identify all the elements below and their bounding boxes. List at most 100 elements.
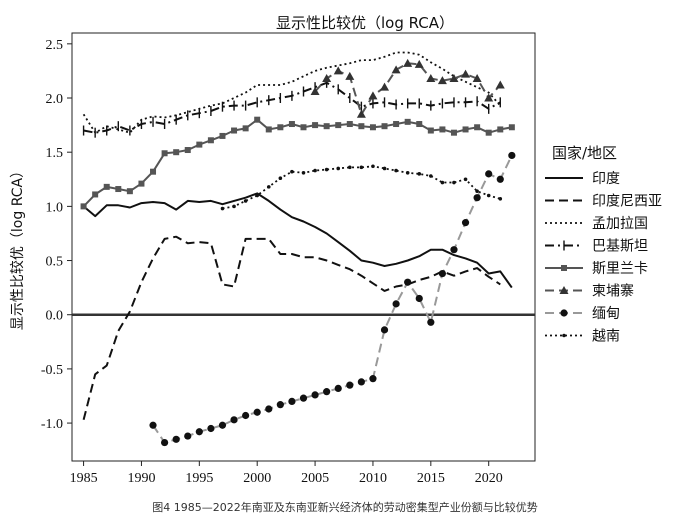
point-越南-2004 xyxy=(301,170,306,175)
point-缅甸-2001 xyxy=(265,405,273,413)
legend-label-越南: 越南 xyxy=(592,329,620,345)
point-斯里兰卡-1994 xyxy=(184,147,191,154)
series-line-越南 xyxy=(222,165,501,210)
point-斯里兰卡-2010 xyxy=(369,124,376,131)
point-柬埔寨-2014 xyxy=(414,59,424,68)
series-line-印度尼西亚 xyxy=(82,235,501,421)
legend-marker-柬埔寨 xyxy=(559,286,569,294)
legend-item-孟加拉国: 孟加拉国 xyxy=(545,216,648,232)
point-斯里兰卡-2009 xyxy=(358,123,365,130)
point-缅甸-2006 xyxy=(323,388,331,396)
point-斯里兰卡-2001 xyxy=(265,126,272,133)
y-tick-label-2-0: 2.0 xyxy=(46,92,64,107)
point-缅甸-2017 xyxy=(450,246,458,254)
legend-title: 国家/地区 xyxy=(552,144,617,162)
point-缅甸-2013 xyxy=(404,278,412,286)
point-斯里兰卡-1999 xyxy=(242,125,249,132)
x-tick-label-1985: 1985 xyxy=(70,471,98,486)
legend-label-柬埔寨: 柬埔寨 xyxy=(592,283,634,300)
y-tick-label-1-5: 1.5 xyxy=(46,146,64,161)
point-越南-2006 xyxy=(324,167,329,172)
point-斯里兰卡-2021 xyxy=(497,126,504,133)
series-缅甸 xyxy=(149,151,516,447)
legend-item-缅甸: 缅甸 xyxy=(545,306,620,322)
point-缅甸-2020 xyxy=(485,170,493,178)
point-越南-2007 xyxy=(336,166,341,171)
point-缅甸-2014 xyxy=(415,294,423,303)
y-tick-label-1-0: 1.0 xyxy=(46,200,64,215)
series-斯里兰卡 xyxy=(80,116,515,210)
point-缅甸-1999 xyxy=(242,411,250,420)
axes: 1985 1990 1995 2000 2005 2010 2015 2020 -1.0 -0.5… xyxy=(41,32,536,486)
point-越南-2017 xyxy=(452,180,456,185)
point-斯里兰卡-2006 xyxy=(323,123,330,130)
point-缅甸-1993 xyxy=(172,435,180,443)
point-越南-2021 xyxy=(498,196,503,201)
point-柬埔寨-2013 xyxy=(403,58,413,67)
point-斯里兰卡-2011 xyxy=(381,123,388,130)
figure-caption: 图4 1985—2022年南亚及东南亚新兴经济体的劳动密集型产业份额与比较优势 xyxy=(152,500,537,514)
point-越南-2002 xyxy=(278,176,283,180)
point-越南-2020 xyxy=(486,193,491,198)
point-柬埔寨-2007 xyxy=(333,66,343,75)
point-越南-2003 xyxy=(290,169,294,174)
point-缅甸-2007 xyxy=(334,384,342,393)
series-印度 xyxy=(82,192,513,289)
point-斯里兰卡-1996 xyxy=(207,137,214,144)
point-缅甸-2010 xyxy=(369,375,377,383)
point-缅甸-2018 xyxy=(461,219,470,227)
series-孟加拉国 xyxy=(82,51,501,134)
x-tick-label-2005: 2005 xyxy=(301,471,329,486)
point-越南-2001 xyxy=(266,185,271,189)
x-tick-label-2010: 2010 xyxy=(359,471,387,486)
point-斯里兰卡-2015 xyxy=(427,127,434,134)
legend-label-孟加拉国: 孟加拉国 xyxy=(592,216,648,232)
point-缅甸-2016 xyxy=(438,269,446,278)
x-tick-label-2020: 2020 xyxy=(475,471,503,486)
point-缅甸-2011 xyxy=(380,326,389,334)
point-斯里兰卡-1991 xyxy=(150,168,157,175)
point-缅甸-1995 xyxy=(195,428,203,436)
point-斯里兰卡-2012 xyxy=(393,121,400,128)
chart-title: 显示性比较优（log RCA） xyxy=(276,14,454,32)
point-越南-1997 xyxy=(220,206,225,211)
point-缅甸-1994 xyxy=(184,432,192,440)
series-line-缅甸 xyxy=(152,154,513,444)
point-柬埔寨-2018 xyxy=(461,69,471,78)
y-tick-label-2-5: 2.5 xyxy=(46,38,64,53)
y-tick-label--1-0: -1.0 xyxy=(41,417,63,432)
series-巴基斯坦 xyxy=(82,77,501,138)
legend-label-缅甸: 缅甸 xyxy=(592,306,620,322)
point-斯里兰卡-2003 xyxy=(288,121,295,128)
point-越南-2000 xyxy=(255,193,259,198)
point-越南-2015 xyxy=(429,174,433,178)
point-斯里兰卡-2000 xyxy=(254,116,261,123)
point-斯里兰卡-1997 xyxy=(219,132,226,139)
point-斯里兰卡-2019 xyxy=(474,124,481,131)
point-柬埔寨-2009 xyxy=(356,109,366,118)
legend-item-越南: 越南 xyxy=(545,329,620,345)
point-越南-2010 xyxy=(371,164,375,169)
point-斯里兰卡-1993 xyxy=(173,149,180,156)
point-越南-1999 xyxy=(243,199,248,203)
point-越南-2014 xyxy=(417,172,422,176)
plot-frame xyxy=(71,32,536,462)
point-越南-1998 xyxy=(232,204,236,209)
series-line-印度 xyxy=(82,192,513,289)
point-斯里兰卡-1992 xyxy=(161,150,168,157)
series-印度尼西亚 xyxy=(82,235,501,421)
point-柬埔寨-2019 xyxy=(472,74,482,83)
point-斯里兰卡-2017 xyxy=(450,129,457,136)
point-越南-2016 xyxy=(440,180,445,185)
point-柬埔寨-2012 xyxy=(391,65,401,74)
point-斯里兰卡-2016 xyxy=(439,126,446,133)
point-缅甸-2003 xyxy=(288,397,296,406)
legend-marker-越南 xyxy=(562,333,566,338)
point-越南-2013 xyxy=(405,170,410,175)
point-柬埔寨-2005 xyxy=(310,87,320,96)
point-缅甸-2009 xyxy=(357,378,365,386)
y-tick-label--0-5: -0.5 xyxy=(41,363,63,378)
point-斯里兰卡-1986 xyxy=(92,191,99,198)
